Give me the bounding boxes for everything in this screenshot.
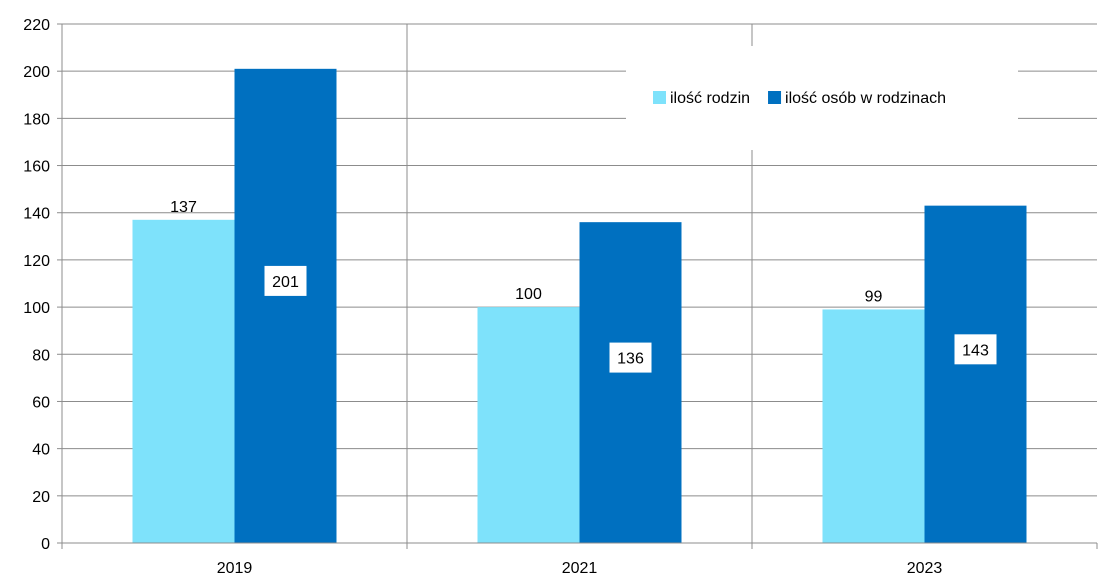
y-tick-label: 200 — [23, 64, 50, 81]
legend-swatch — [768, 91, 782, 104]
y-tick-label: 0 — [41, 536, 50, 553]
legend-box — [626, 46, 1018, 150]
bar-ilosc-rodzin-2023 — [822, 309, 925, 543]
y-tick-label: 160 — [23, 159, 50, 176]
data-label: 100 — [515, 286, 542, 303]
data-label-box — [609, 342, 652, 373]
y-tick-label: 140 — [23, 206, 50, 223]
y-tick-labels: 0 20 40 60 80 100 120 140 160 180 200 220 — [23, 17, 50, 553]
legend-label: ilość osób w rodzinach — [785, 90, 946, 107]
data-label: 137 — [170, 199, 197, 216]
y-tick-label: 40 — [32, 442, 50, 459]
bar-ilosc-rodzin-2021 — [477, 307, 580, 543]
y-tick-label: 100 — [23, 300, 50, 317]
legend-swatch — [653, 91, 666, 104]
y-tick-label: 220 — [23, 17, 50, 34]
data-labels: 137 201 100 136 99 143 — [170, 199, 997, 373]
x-category-label: 2023 — [907, 560, 943, 577]
data-label: 99 — [865, 288, 883, 305]
legend: ilość rodzin ilość osób w rodzinach — [626, 46, 1018, 150]
axes — [57, 23, 1098, 549]
bars — [132, 68, 1027, 543]
y-tick-label: 180 — [23, 111, 50, 128]
legend-label: ilość rodzin — [670, 90, 750, 107]
data-label-box — [264, 265, 307, 296]
data-label: 143 — [962, 342, 989, 359]
bar-ilosc-osob-2021 — [579, 222, 682, 543]
y-tick-label: 80 — [32, 347, 50, 364]
y-tick-label: 20 — [32, 489, 50, 506]
bar-ilosc-rodzin-2019 — [132, 219, 235, 543]
bar-ilosc-osob-2023 — [924, 205, 1027, 543]
data-label: 136 — [617, 351, 644, 368]
bar-ilosc-osob-2019 — [234, 68, 337, 543]
x-category-label: 2019 — [217, 560, 253, 577]
data-label-box — [954, 334, 997, 365]
x-category-labels: 2019 2021 2023 — [217, 560, 943, 577]
y-tick-label: 120 — [23, 253, 50, 270]
x-category-label: 2021 — [562, 560, 598, 577]
data-label: 201 — [272, 274, 299, 291]
y-tick-label: 60 — [32, 394, 50, 411]
